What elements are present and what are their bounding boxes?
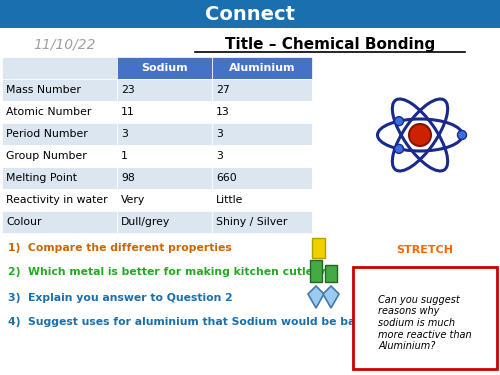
Text: Can you suggest
reasons why
sodium is much
more reactive than
Aluminium?: Can you suggest reasons why sodium is mu… xyxy=(378,295,472,351)
FancyBboxPatch shape xyxy=(117,79,212,101)
Text: STRETCH: STRETCH xyxy=(396,245,454,255)
Text: 3)  Explain you answer to Question 2: 3) Explain you answer to Question 2 xyxy=(8,293,233,303)
Text: 2)  Which metal is better for making kitchen cutlery?: 2) Which metal is better for making kitc… xyxy=(8,267,332,277)
FancyBboxPatch shape xyxy=(212,123,312,145)
Text: 11: 11 xyxy=(121,107,135,117)
Circle shape xyxy=(458,130,466,140)
FancyBboxPatch shape xyxy=(2,167,117,189)
Text: Reactivity in water: Reactivity in water xyxy=(6,195,108,205)
Circle shape xyxy=(394,117,404,126)
Text: Connect: Connect xyxy=(205,4,295,24)
Text: Dull/grey: Dull/grey xyxy=(121,217,170,227)
FancyBboxPatch shape xyxy=(2,79,117,101)
FancyBboxPatch shape xyxy=(212,145,312,167)
Text: Very: Very xyxy=(121,195,145,205)
Text: 11/10/22: 11/10/22 xyxy=(34,38,96,52)
Text: Period Number: Period Number xyxy=(6,129,88,139)
FancyBboxPatch shape xyxy=(212,101,312,123)
Text: 3: 3 xyxy=(216,129,223,139)
Circle shape xyxy=(409,124,431,146)
FancyBboxPatch shape xyxy=(117,167,212,189)
Text: Sodium: Sodium xyxy=(141,63,188,73)
FancyBboxPatch shape xyxy=(353,267,497,369)
FancyBboxPatch shape xyxy=(117,123,212,145)
Text: 27: 27 xyxy=(216,85,230,95)
Text: Group Number: Group Number xyxy=(6,151,87,161)
FancyBboxPatch shape xyxy=(310,260,322,282)
Text: 660: 660 xyxy=(216,173,237,183)
Text: 1: 1 xyxy=(121,151,128,161)
FancyBboxPatch shape xyxy=(0,0,500,28)
FancyBboxPatch shape xyxy=(325,265,337,282)
Text: Colour: Colour xyxy=(6,217,42,227)
Text: 23: 23 xyxy=(121,85,135,95)
Text: Atomic Number: Atomic Number xyxy=(6,107,91,117)
FancyBboxPatch shape xyxy=(2,123,117,145)
FancyBboxPatch shape xyxy=(2,211,117,233)
FancyBboxPatch shape xyxy=(2,145,117,167)
Circle shape xyxy=(394,144,404,153)
Text: 3: 3 xyxy=(216,151,223,161)
FancyBboxPatch shape xyxy=(117,189,212,211)
Text: Aluminium: Aluminium xyxy=(229,63,295,73)
Text: 1)  Compare the different properties: 1) Compare the different properties xyxy=(8,243,232,253)
FancyBboxPatch shape xyxy=(117,211,212,233)
Text: Mass Number: Mass Number xyxy=(6,85,81,95)
FancyBboxPatch shape xyxy=(2,57,117,79)
FancyBboxPatch shape xyxy=(312,238,325,258)
FancyBboxPatch shape xyxy=(212,189,312,211)
Text: 13: 13 xyxy=(216,107,230,117)
Text: 3: 3 xyxy=(121,129,128,139)
Text: Title – Chemical Bonding: Title – Chemical Bonding xyxy=(225,38,435,52)
FancyBboxPatch shape xyxy=(117,57,212,79)
FancyBboxPatch shape xyxy=(212,167,312,189)
FancyBboxPatch shape xyxy=(117,145,212,167)
Text: 4)  Suggest uses for aluminium that Sodium would be bad for.: 4) Suggest uses for aluminium that Sodiu… xyxy=(8,317,388,327)
FancyBboxPatch shape xyxy=(212,57,312,79)
FancyBboxPatch shape xyxy=(117,101,212,123)
Polygon shape xyxy=(308,286,324,308)
Polygon shape xyxy=(323,286,339,308)
FancyBboxPatch shape xyxy=(212,211,312,233)
FancyBboxPatch shape xyxy=(2,189,117,211)
Text: 98: 98 xyxy=(121,173,135,183)
Text: Little: Little xyxy=(216,195,244,205)
Text: Melting Point: Melting Point xyxy=(6,173,77,183)
FancyBboxPatch shape xyxy=(212,79,312,101)
Text: Shiny / Silver: Shiny / Silver xyxy=(216,217,288,227)
FancyBboxPatch shape xyxy=(2,101,117,123)
